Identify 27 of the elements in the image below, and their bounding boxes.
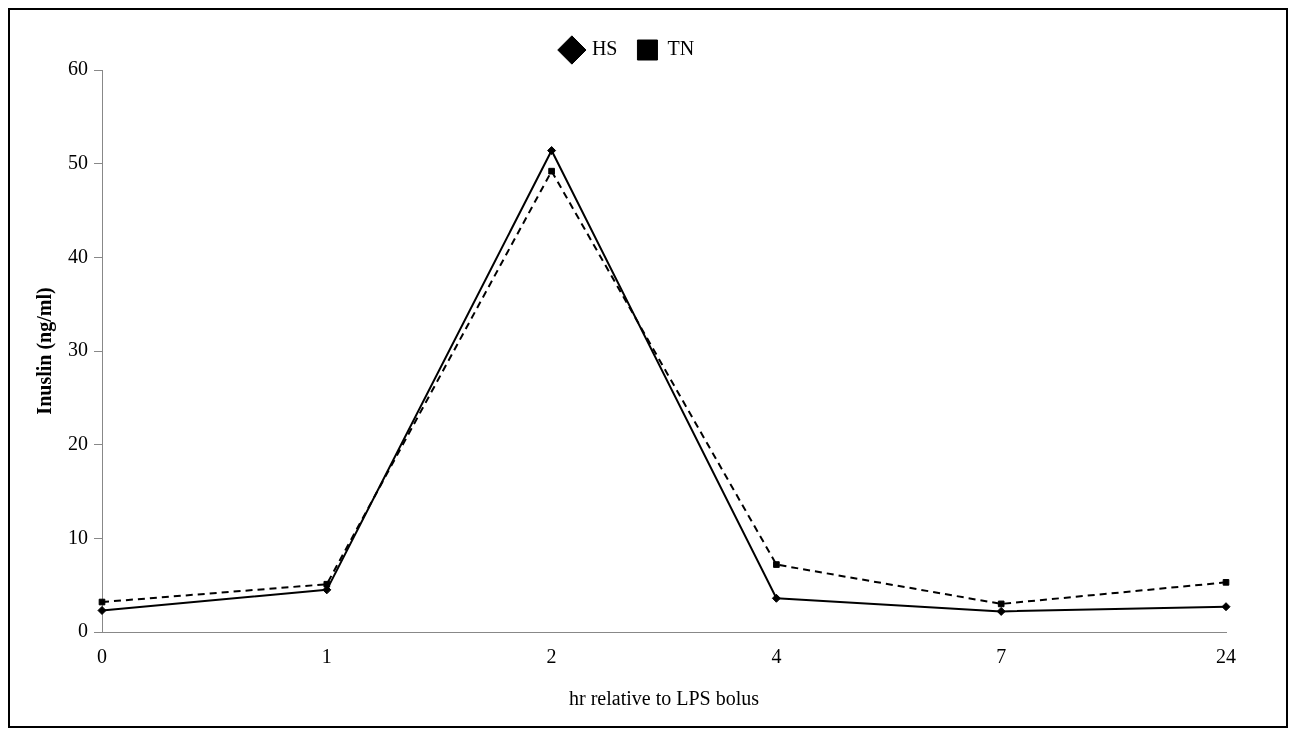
point: [1221, 602, 1231, 612]
y-tick-label: 60: [68, 57, 88, 80]
y-tick-label: 50: [68, 150, 88, 173]
point: [773, 561, 780, 568]
point: [98, 598, 106, 606]
y-axis-title: Inuslin (ng/ml): [33, 287, 57, 415]
point: [997, 600, 1005, 608]
y-tick-label: 40: [68, 244, 88, 267]
y-tick-label: 0: [78, 619, 88, 642]
point: [996, 606, 1006, 616]
point: [548, 167, 555, 175]
x-tick-label: 24: [1216, 645, 1236, 668]
x-tick-label: 7: [996, 645, 1007, 668]
legend-label: TN: [667, 37, 695, 60]
point: [1222, 579, 1230, 586]
point: [547, 146, 557, 156]
x-axis-title: hr relative to LPS bolus: [569, 687, 760, 710]
y-tick-label: 30: [68, 338, 88, 361]
x-tick-label: 0: [97, 645, 107, 668]
x-tick-label: 2: [546, 645, 557, 668]
x-tick-label: 4: [771, 645, 782, 668]
x-tick-label: 1: [321, 645, 332, 668]
point: [771, 593, 781, 603]
legend-label: HS: [591, 37, 618, 60]
y-tick-label: 10: [68, 525, 88, 548]
y-tick-label: 20: [68, 431, 88, 454]
point: [97, 605, 107, 615]
